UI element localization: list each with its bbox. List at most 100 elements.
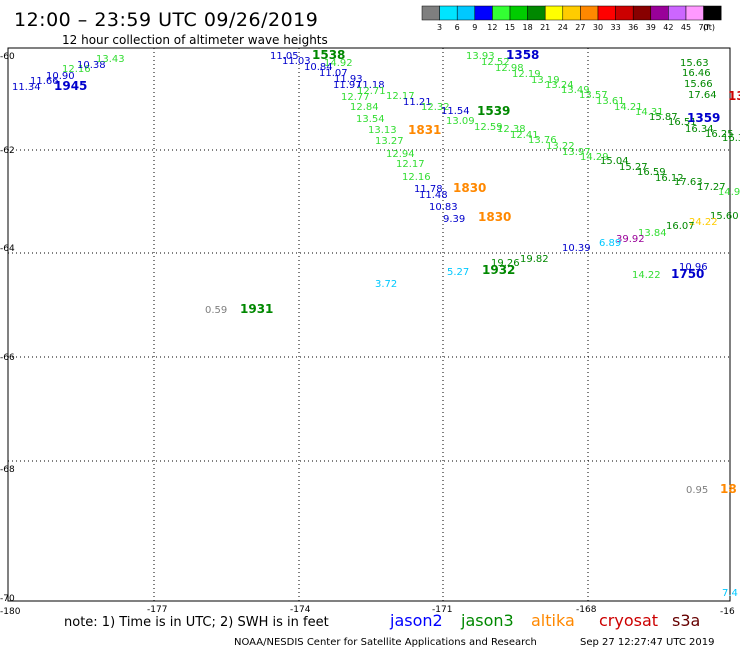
satellite-name: jason2 [389, 611, 443, 630]
wave-height-value: 11.93 [334, 74, 363, 85]
wave-height-value: 11.48 [419, 190, 448, 201]
legend-value: 30 [593, 23, 603, 32]
wave-height-value: 17.27 [697, 182, 726, 193]
legend-swatch [509, 5, 528, 21]
time-label: 1945 [54, 79, 87, 93]
legend-swatch [632, 5, 652, 21]
wave-height-value: 11.03 [282, 56, 311, 67]
footer-timestamp: Sep 27 12:27:47 UTC 2019 [580, 637, 714, 648]
legend-value: 33 [611, 23, 621, 32]
wave-height-value: 12.17 [396, 159, 425, 170]
legend-swatch [562, 5, 581, 21]
wave-height-value: 13.27 [375, 136, 404, 147]
map-title: 12:00 – 23:59 UTC 09/26/2019 [14, 9, 318, 31]
legend-value: 42 [663, 23, 673, 32]
satellite-name: altika [531, 611, 575, 630]
legend-swatch [527, 5, 546, 21]
wave-height-value: 14.21 [614, 102, 643, 113]
wave-height-value: 13.57 [579, 90, 608, 101]
wave-height-value: 39.92 [616, 234, 645, 245]
wave-height-value: 12.59 [474, 122, 503, 133]
grid-lines [8, 48, 730, 601]
wave-height-value: 15.87 [649, 112, 678, 123]
legend-swatch [474, 5, 493, 21]
legend-value: 36 [628, 23, 638, 32]
wave-height-value: 13.84 [638, 228, 667, 239]
wave-height-value: 13.49 [561, 85, 590, 96]
wave-height-value: 3.72 [375, 279, 397, 290]
wave-height-value: 13.54 [356, 114, 385, 125]
footer-credit: NOAA/NESDIS Center for Satellite Applica… [234, 637, 537, 648]
wave-height-value: 14.29 [580, 152, 609, 163]
time-label: 1750 [671, 267, 704, 281]
wave-height-value: 16.34 [685, 124, 714, 135]
map-frame [7, 47, 731, 602]
wave-height-value: 13.97 [562, 147, 591, 158]
wave-height-value: 19.82 [520, 254, 549, 265]
lon-label: -180 [0, 607, 21, 617]
legend-value: 12 [487, 23, 497, 32]
wave-height-value: 11.66 [30, 76, 59, 87]
wave-height-value: 12.19 [512, 69, 541, 80]
legend-swatch [439, 5, 458, 21]
wave-height-value: 11.78 [414, 184, 443, 195]
wave-height-value: 12.38 [497, 124, 526, 135]
satellite-name: jason3 [460, 611, 514, 630]
wave-height-value: 7.4 [722, 588, 738, 599]
legend-value: 21 [540, 23, 550, 32]
wave-height-value: 5.27 [447, 267, 469, 278]
legend-value: 3 [437, 23, 442, 32]
lat-label: -60 [0, 52, 15, 62]
lat-label: -68 [0, 465, 15, 475]
wave-height-value: 17.63 [674, 177, 703, 188]
wave-height-value: 12.17 [386, 91, 415, 102]
wave-height-value: 13.09 [446, 116, 475, 127]
legend-swatch [580, 5, 599, 21]
legend-swatch [615, 5, 634, 21]
legend-swatch [492, 5, 511, 21]
lon-label: -168 [576, 605, 597, 615]
wave-height-value: 14.93 [718, 187, 740, 198]
legend-swatch [668, 5, 687, 21]
legend-unit: (ft) [703, 23, 715, 32]
time-label: 1358 [506, 48, 539, 62]
wave-height-value: 19.26 [491, 258, 520, 269]
legend-value: 9 [472, 23, 477, 32]
wave-height-value: 11.18 [356, 80, 385, 91]
wave-height-value: 13.76 [528, 135, 557, 146]
wave-height-value: 12.32 [421, 102, 450, 113]
wave-height-value: 11.54 [441, 106, 470, 117]
wave-height-value: 12.71 [357, 86, 386, 97]
legend-value: 15 [505, 23, 515, 32]
wave-height-value: 13.13 [368, 125, 397, 136]
wave-height-value: 13.24 [545, 80, 574, 91]
wave-height-value: 10.84 [304, 62, 333, 73]
wave-height-value: 0.95 [686, 485, 708, 496]
legend-swatch [544, 5, 564, 21]
time-label: 13 [728, 89, 740, 103]
wave-height-value: 9.39 [443, 214, 465, 225]
wave-height-value: 12.16 [62, 64, 91, 75]
satellite-name: cryosat [599, 611, 658, 630]
legend-value: 24 [558, 23, 568, 32]
legend-value: 6 [455, 23, 460, 32]
wave-height-value: 11.21 [403, 97, 432, 108]
wave-height-value: 0.59 [205, 305, 227, 316]
wave-height-value: 15.60 [710, 211, 739, 222]
wave-height-value: 12.16 [402, 172, 431, 183]
time-label: 1932 [482, 263, 515, 277]
map-subtitle: 12 hour collection of altimeter wave hei… [62, 33, 328, 47]
wave-height-value: 15.04 [600, 156, 629, 167]
time-label: 1830 [478, 210, 511, 224]
latitude-labels: -60 -62 -64 -66 -68 -70 [0, 52, 15, 604]
wave-height-value: 14.92 [324, 58, 353, 69]
wave-height-value: 12.98 [495, 63, 524, 74]
wave-height-value: 15.63 [680, 58, 709, 69]
longitude-labels: -180 -177 -174 -171 -168 -16 [0, 605, 735, 617]
lon-label: -16 [720, 607, 735, 617]
wave-height-value: 11.34 [12, 82, 41, 93]
time-label: 1931 [240, 302, 273, 316]
wave-height-value: 14.31 [635, 107, 664, 118]
wave-height-value: 10.90 [46, 71, 75, 82]
